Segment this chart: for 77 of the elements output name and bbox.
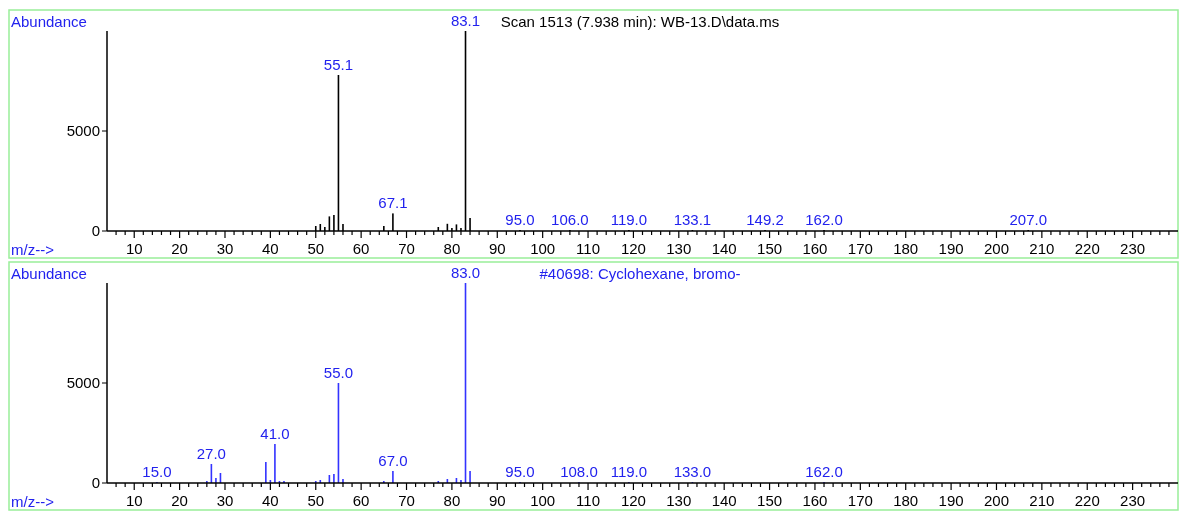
x-tick-label: 60 — [352, 492, 370, 509]
x-tick-label: 210 — [1029, 240, 1055, 257]
annotation: 95.0 — [505, 211, 535, 228]
annotation: 207.0 — [1009, 211, 1048, 228]
annotation: 162.0 — [805, 211, 843, 228]
y-axis-title: Abundance — [11, 13, 87, 30]
annotation: 67.0 — [378, 452, 408, 469]
x-tick-label: 40 — [262, 240, 279, 257]
x-tick-label: 200 — [983, 240, 1009, 257]
x-axis-title: m/z--> — [11, 493, 55, 510]
x-tick-label: 90 — [488, 240, 506, 257]
x-tick-label: 80 — [443, 240, 461, 257]
x-tick-label: 150 — [757, 240, 783, 257]
x-tick-label: 140 — [711, 240, 737, 257]
x-tick-label: 110 — [576, 240, 600, 257]
x-tick-label: 220 — [1074, 492, 1100, 509]
x-tick-label: 180 — [893, 492, 919, 509]
x-tick-label: 230 — [1120, 240, 1146, 257]
x-tick-label: 130 — [666, 492, 692, 509]
annotation: 162.0 — [805, 463, 843, 480]
annotation: 106.0 — [551, 211, 589, 228]
x-tick-label: 60 — [352, 240, 370, 257]
x-tick-label: 20 — [171, 240, 188, 257]
annotation: 41.0 — [260, 425, 290, 442]
x-tick-label: 110 — [576, 492, 600, 509]
annotation: 55.0 — [323, 364, 354, 381]
annotation: 27.0 — [196, 445, 226, 462]
x-tick-label: 10 — [125, 492, 143, 509]
x-tick-label: 160 — [802, 240, 828, 257]
y-tick-label: 0 — [91, 222, 100, 240]
x-tick-label: 210 — [1029, 492, 1055, 509]
x-tick-label: 130 — [666, 240, 692, 257]
chart-title: #40698: Cyclohexane, bromo- — [539, 265, 741, 282]
annotation: 119.0 — [610, 211, 648, 228]
y-axis-title: Abundance — [11, 265, 87, 282]
chart-title: Scan 1513 (7.938 min): WB-13.D\data.ms — [500, 13, 780, 30]
x-tick-label: 40 — [262, 492, 279, 509]
x-tick-label: 140 — [711, 492, 737, 509]
x-tick-label: 100 — [530, 240, 556, 257]
y-tick-label: 5000 — [66, 122, 100, 140]
x-tick-label: 100 — [530, 492, 556, 509]
x-tick-label: 190 — [938, 492, 964, 509]
x-tick-label: 150 — [757, 492, 783, 509]
annotation: 149.2 — [746, 211, 784, 228]
x-tick-label: 170 — [847, 492, 873, 509]
x-tick-label: 170 — [847, 240, 873, 257]
x-tick-label: 50 — [307, 240, 325, 257]
x-tick-label: 160 — [802, 492, 828, 509]
annotation: 108.0 — [560, 463, 598, 480]
annotation: 55.1 — [323, 56, 354, 73]
annotation: 133.1 — [673, 211, 712, 228]
x-tick-label: 50 — [307, 492, 325, 509]
y-tick-label: 5000 — [66, 374, 100, 392]
annotation: 119.0 — [610, 463, 648, 480]
x-tick-label: 190 — [938, 240, 964, 257]
annotation: 83.1 — [450, 12, 481, 29]
annotation: 83.0 — [450, 264, 481, 281]
x-tick-label: 80 — [443, 492, 461, 509]
x-tick-label: 30 — [216, 492, 234, 509]
x-tick-label: 70 — [398, 492, 415, 509]
x-tick-label: 120 — [620, 492, 646, 509]
annotation: 67.1 — [378, 194, 408, 212]
annotation: 15.0 — [142, 463, 172, 480]
y-tick-label: 0 — [91, 474, 100, 492]
annotation: 95.0 — [505, 463, 535, 480]
x-tick-label: 30 — [216, 240, 234, 257]
x-tick-label: 200 — [983, 492, 1009, 509]
x-tick-label: 20 — [171, 492, 188, 509]
x-axis-title: m/z--> — [11, 241, 55, 258]
x-tick-label: 120 — [620, 240, 646, 257]
annotation: 133.0 — [673, 463, 712, 480]
x-tick-label: 230 — [1120, 492, 1146, 509]
x-tick-label: 220 — [1074, 240, 1100, 257]
x-tick-label: 10 — [125, 240, 143, 257]
x-tick-label: 70 — [398, 240, 415, 257]
x-tick-label: 180 — [893, 240, 919, 257]
x-tick-label: 90 — [488, 492, 506, 509]
